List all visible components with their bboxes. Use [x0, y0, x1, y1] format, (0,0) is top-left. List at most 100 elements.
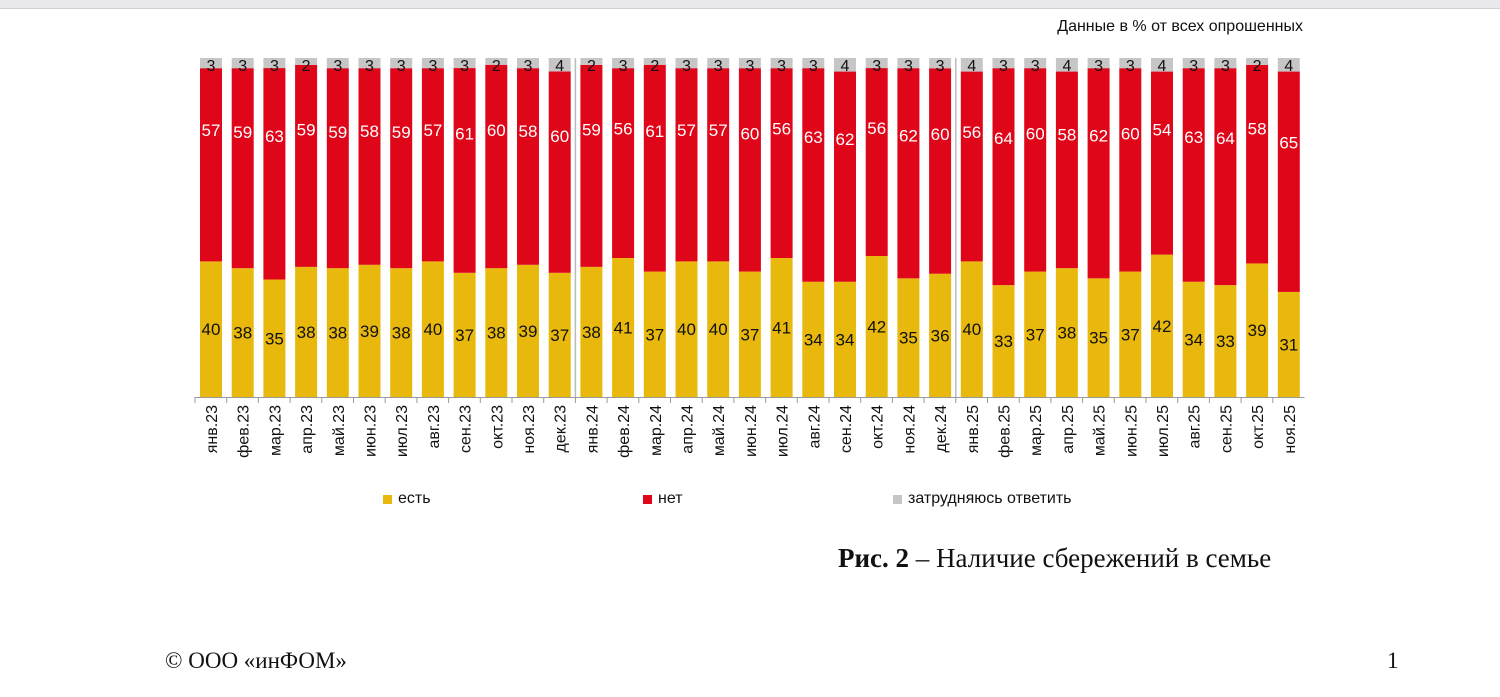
data-label: 37	[1121, 325, 1140, 344]
bar-segment-0	[707, 261, 730, 397]
bar-segment-2	[1119, 58, 1142, 69]
legend-label: затрудняюсь ответить	[908, 490, 1072, 507]
x-tick-label: авг.24	[806, 405, 823, 449]
bar-segment-1	[517, 68, 539, 265]
bar-segment-1	[580, 64, 603, 267]
data-label: 3	[524, 58, 533, 75]
x-tick-label: июл.24	[775, 405, 792, 457]
bar-segment-0	[1151, 254, 1173, 397]
bar-segment-2	[200, 58, 222, 69]
data-label: 34	[836, 330, 855, 349]
bar-segment-0	[1087, 278, 1110, 397]
bar-segment-2	[295, 58, 318, 65]
legend-item-net: нет	[643, 490, 683, 508]
data-label: 37	[550, 326, 569, 345]
x-tick-label: ноя.24	[901, 405, 918, 454]
bar-segment-1	[929, 68, 952, 274]
bar-segment-1	[1087, 68, 1110, 279]
x-tick-label: май.25	[1092, 405, 1109, 456]
bar-segment-1	[390, 68, 413, 269]
data-label: 38	[392, 324, 411, 343]
bar-segment-0	[770, 258, 793, 397]
bar-segment-1	[992, 68, 1015, 286]
bar-segment-1	[1024, 68, 1047, 272]
data-label: 42	[1153, 317, 1172, 336]
bar-segment-2	[1087, 58, 1110, 69]
x-tick-label: июн.24	[743, 405, 760, 457]
data-label: 39	[360, 322, 379, 341]
data-label: 3	[460, 58, 469, 75]
data-label: 56	[962, 123, 981, 142]
data-label: 3	[365, 58, 374, 75]
bar-segment-2	[1277, 58, 1300, 72]
bar-segment-1	[326, 68, 349, 269]
bar-segment-2	[675, 58, 698, 69]
data-label: 57	[423, 121, 442, 140]
data-label: 59	[297, 121, 316, 140]
data-label: 31	[1279, 335, 1298, 354]
bar-segment-2	[231, 58, 254, 69]
data-label: 3	[397, 58, 406, 75]
bar-segment-2	[643, 58, 666, 65]
bar-segment-1	[1214, 68, 1237, 286]
data-label: 57	[202, 121, 221, 140]
bar-segment-2	[1214, 58, 1237, 69]
data-label: 3	[1094, 58, 1103, 75]
data-label: 63	[265, 127, 284, 146]
bar-segment-2	[865, 58, 888, 69]
legend-label: нет	[658, 490, 683, 507]
bar-segment-0	[263, 279, 286, 397]
bar-segment-0	[1277, 291, 1300, 397]
bar-segment-2	[1055, 58, 1078, 72]
x-tick-label: апр.25	[1060, 405, 1077, 454]
x-tick-label: май.23	[331, 405, 348, 456]
bar-segment-2	[548, 58, 571, 72]
bar-segment-2	[517, 58, 539, 69]
data-label: 4	[967, 58, 976, 75]
bar-segment-0	[453, 272, 476, 397]
bar-segment-2	[358, 58, 381, 69]
bar-segment-1	[770, 68, 793, 259]
data-label: 2	[587, 58, 596, 75]
data-label: 60	[740, 124, 759, 143]
bar-segment-1	[231, 68, 254, 269]
bar-segment-0	[802, 281, 825, 397]
x-tick-label: фев.24	[616, 405, 633, 458]
figure-title: – Наличие сбережений в семье	[909, 543, 1272, 573]
toolbar-strip	[0, 0, 1500, 9]
bar-segment-2	[453, 58, 476, 69]
legend-swatch	[643, 494, 652, 504]
data-label: 3	[238, 58, 247, 75]
bar-segment-0	[1182, 281, 1205, 397]
bar-segment-2	[802, 58, 825, 69]
x-tick-label: апр.23	[299, 405, 316, 454]
x-tick-label: июн.23	[363, 405, 380, 457]
bar-segment-0	[992, 285, 1015, 397]
data-label: 59	[328, 123, 347, 142]
x-tick-label: сен.24	[838, 405, 855, 453]
data-label: 35	[1089, 329, 1108, 348]
data-label: 39	[519, 322, 538, 341]
bar-segment-0	[643, 271, 666, 397]
data-label: 56	[614, 120, 633, 139]
data-label: 40	[962, 320, 981, 339]
x-tick-label: мар.23	[267, 405, 284, 456]
data-label: 59	[392, 123, 411, 142]
data-label: 35	[899, 329, 918, 348]
x-tick-label: апр.24	[680, 405, 697, 454]
bar-segment-0	[1119, 271, 1142, 397]
bar-segment-1	[675, 68, 698, 262]
data-label: 59	[233, 123, 252, 142]
data-label: 2	[492, 58, 501, 75]
bar-segment-1	[1182, 68, 1205, 282]
data-label: 40	[677, 320, 696, 339]
bar-segment-0	[834, 281, 856, 397]
data-label: 41	[772, 319, 791, 338]
data-label: 60	[1121, 124, 1140, 143]
bar-segment-1	[421, 68, 444, 262]
data-label: 64	[1216, 129, 1235, 148]
bar-segment-2	[485, 58, 508, 65]
data-label: 3	[745, 58, 754, 75]
data-label: 3	[872, 58, 881, 75]
data-label: 3	[333, 58, 342, 75]
